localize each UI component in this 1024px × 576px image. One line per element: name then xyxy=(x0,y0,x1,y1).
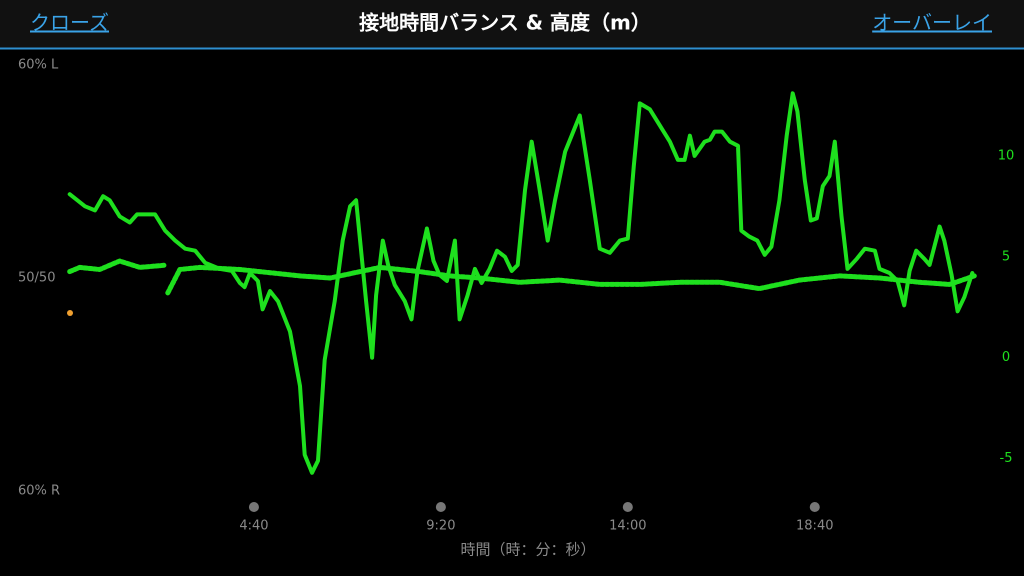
x-tick-mark xyxy=(809,502,820,512)
header xyxy=(0,0,1024,48)
y-tick-label: 60% L xyxy=(18,58,59,73)
x-tick-mark xyxy=(248,502,259,512)
overlay-button[interactable]: オーバーレイ xyxy=(872,11,992,35)
x-tick-label: 4:40 xyxy=(239,519,268,534)
altitude-line xyxy=(67,91,975,475)
x-tick-mark xyxy=(622,502,633,512)
y-tick-label: 60% R xyxy=(18,484,60,499)
start-marker xyxy=(67,310,73,316)
y2-tick-label: -5 xyxy=(1000,451,1013,466)
x-tick-label: 14:00 xyxy=(609,519,646,534)
x-tick-mark xyxy=(435,502,446,512)
close-button[interactable]: クローズ xyxy=(30,11,109,35)
y2-tick-label: 0 xyxy=(1002,350,1010,365)
x-tick-label: 18:40 xyxy=(796,519,833,534)
y2-tick-label: 5 xyxy=(1002,249,1010,264)
y2-tick-label: 10 xyxy=(998,148,1015,163)
balance-line xyxy=(67,258,977,296)
y-tick-label: 50/50 xyxy=(18,271,55,286)
title: 接地時間バランス & 高度（m） xyxy=(359,11,651,35)
x-axis-label: 時間（時：分：秒） xyxy=(460,541,595,559)
x-tick-label: 9:20 xyxy=(426,519,455,534)
